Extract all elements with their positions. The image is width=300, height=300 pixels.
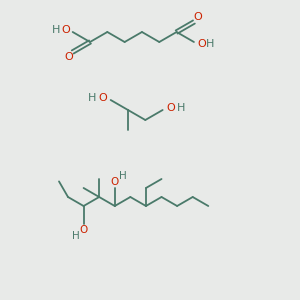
Text: H: H xyxy=(119,171,127,181)
Text: O: O xyxy=(197,39,206,49)
Text: O: O xyxy=(194,12,202,22)
Text: H: H xyxy=(72,231,80,241)
Text: H: H xyxy=(52,25,61,35)
Text: H: H xyxy=(177,103,185,113)
Text: O: O xyxy=(98,93,107,103)
Text: H: H xyxy=(88,93,97,103)
Text: O: O xyxy=(167,103,176,113)
Text: O: O xyxy=(64,52,73,62)
Text: O: O xyxy=(80,225,88,235)
Text: O: O xyxy=(61,25,70,35)
Text: O: O xyxy=(111,177,119,187)
Text: H: H xyxy=(206,39,214,49)
